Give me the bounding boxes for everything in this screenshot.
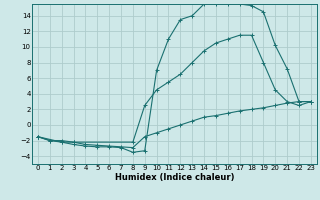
X-axis label: Humidex (Indice chaleur): Humidex (Indice chaleur) xyxy=(115,173,234,182)
